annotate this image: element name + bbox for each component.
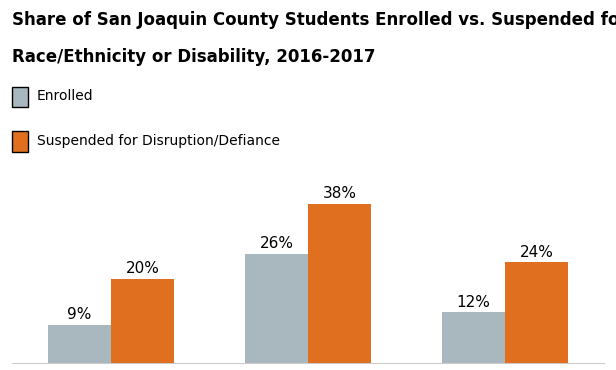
Text: 24%: 24% [520,245,554,260]
Bar [48,325,111,363]
Text: 26%: 26% [259,236,293,251]
Text: Enrolled: Enrolled [37,89,94,103]
Bar [245,254,308,363]
Text: 38%: 38% [323,186,357,201]
Text: Suspended for Disruption/Defiance: Suspended for Disruption/Defiance [37,134,280,148]
Text: 12%: 12% [456,295,490,310]
Text: Share of San Joaquin County Students Enrolled vs. Suspended for Defiance by: Share of San Joaquin County Students Enr… [12,11,616,29]
Bar [308,204,371,363]
Text: Race/Ethnicity or Disability, 2016-2017: Race/Ethnicity or Disability, 2016-2017 [12,48,376,66]
Bar [505,262,568,363]
Bar [111,279,174,363]
Text: 20%: 20% [126,262,160,276]
Bar [442,312,505,363]
Text: 9%: 9% [67,307,92,322]
